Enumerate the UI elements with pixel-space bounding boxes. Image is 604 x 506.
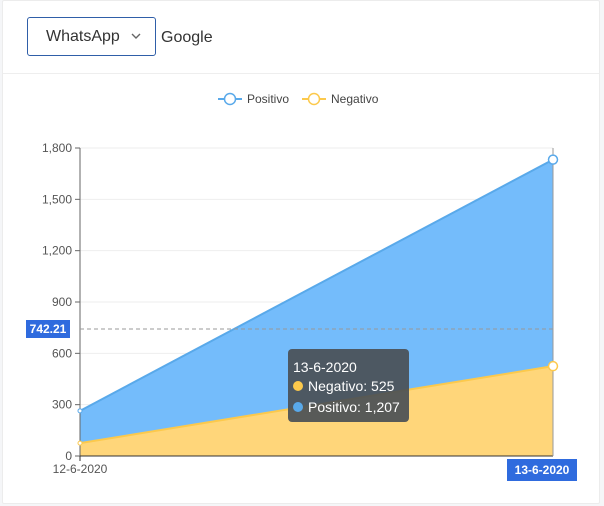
tooltip-title: 13-6-2020 bbox=[293, 359, 357, 375]
negativo-point bbox=[77, 440, 83, 446]
y-tick-label: 300 bbox=[52, 398, 72, 412]
legend-label-positivo: Positivo bbox=[247, 92, 289, 106]
negativo-point bbox=[547, 360, 559, 372]
y-tick-label: 600 bbox=[52, 346, 72, 360]
x-tick-label: 12-6-2020 bbox=[53, 462, 108, 476]
chevron-down-icon bbox=[131, 33, 141, 39]
positivo-point bbox=[77, 408, 83, 414]
toolbar: WhatsApp Google bbox=[3, 1, 599, 74]
axis-pointer-x-label: 13-6-2020 bbox=[515, 463, 570, 477]
positivo-point bbox=[547, 154, 559, 165]
axis-pointer-x-badge bbox=[507, 459, 577, 481]
tooltip-row-positivo: Positivo: 1,207 bbox=[308, 399, 400, 415]
positivo-line bbox=[79, 158, 554, 412]
tooltip-row-negativo: Negativo: 525 bbox=[308, 378, 395, 394]
tooltip-marker-negativo bbox=[293, 381, 303, 391]
axis-pointer-y-label: 742.21 bbox=[30, 322, 67, 336]
y-tick-label: 0 bbox=[65, 449, 72, 463]
tooltip-box bbox=[288, 349, 409, 422]
y-tick-label: 1,800 bbox=[42, 141, 72, 155]
tooltip-marker-positivo bbox=[293, 402, 303, 412]
positivo-area bbox=[80, 159, 553, 456]
legend-marker-negativo bbox=[307, 92, 321, 106]
google-label[interactable]: Google bbox=[161, 29, 213, 46]
y-tick-label: 1,500 bbox=[42, 192, 72, 206]
legend-marker-positivo bbox=[223, 92, 237, 106]
app-select-value: WhatsApp bbox=[46, 27, 120, 45]
y-tick-label: 1,200 bbox=[42, 244, 72, 258]
legend-label-negativo: Negativo bbox=[331, 92, 379, 106]
app-select[interactable]: WhatsApp bbox=[27, 17, 156, 56]
axis-pointer-y-badge bbox=[26, 319, 70, 338]
y-tick-label: 900 bbox=[52, 295, 72, 309]
